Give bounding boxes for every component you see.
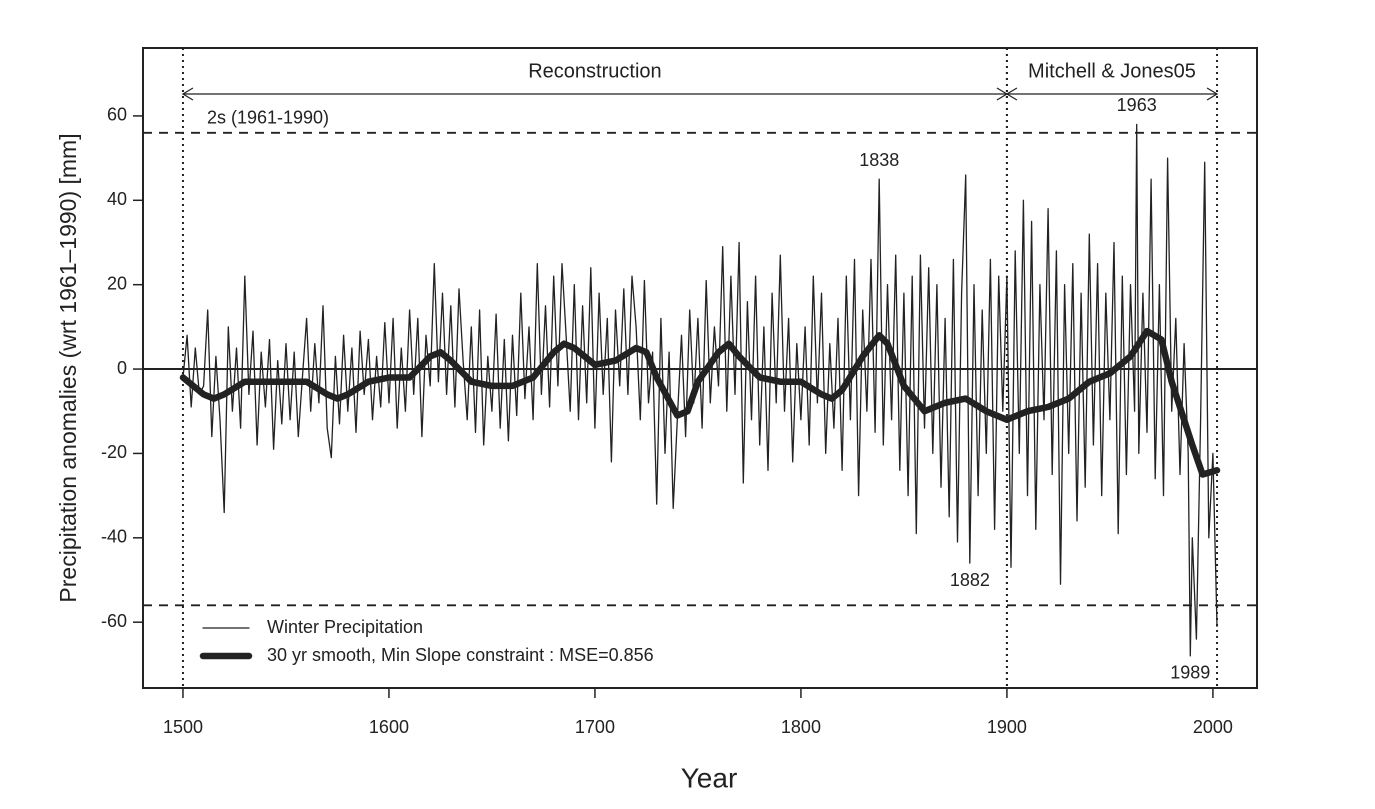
annotation: 1963 (1117, 95, 1157, 115)
series-line (179, 327, 1221, 478)
y-tick-label: 60 (107, 105, 127, 125)
x-tick-label: 2000 (1193, 717, 1233, 737)
x-tick-label: 1600 (369, 717, 409, 737)
series-line (182, 123, 1218, 657)
x-tick-label: 1800 (781, 717, 821, 737)
annotation: 1989 (1170, 663, 1210, 683)
x-axis-label: Year (681, 762, 738, 793)
y-tick-label: -60 (101, 611, 127, 631)
y-axis-label: Precipitation anomalies (wrt 1961–1990) … (55, 133, 81, 602)
annotation: 1882 (950, 570, 990, 590)
annotation: 1838 (859, 150, 899, 170)
x-tick-label: 1500 (163, 717, 203, 737)
plot-frame (142, 47, 1258, 689)
period-label: Reconstruction (528, 60, 661, 82)
arrow-head (1005, 87, 1219, 101)
x-tick-label: 1900 (987, 717, 1027, 737)
threshold-label: 2s (1961-1990) (207, 108, 329, 128)
y-tick-label: -20 (101, 442, 127, 462)
legend-label: 30 yr smooth, Min Slope constraint : MSE… (267, 645, 654, 665)
y-tick-label: -40 (101, 527, 127, 547)
x-tick-label: 1700 (575, 717, 615, 737)
legend-label: Winter Precipitation (267, 617, 423, 637)
period-label: Mitchell & Jones05 (1028, 60, 1196, 82)
y-tick-label: 0 (117, 358, 127, 378)
y-tick-label: 40 (107, 189, 127, 209)
y-tick-label: 20 (107, 273, 127, 293)
